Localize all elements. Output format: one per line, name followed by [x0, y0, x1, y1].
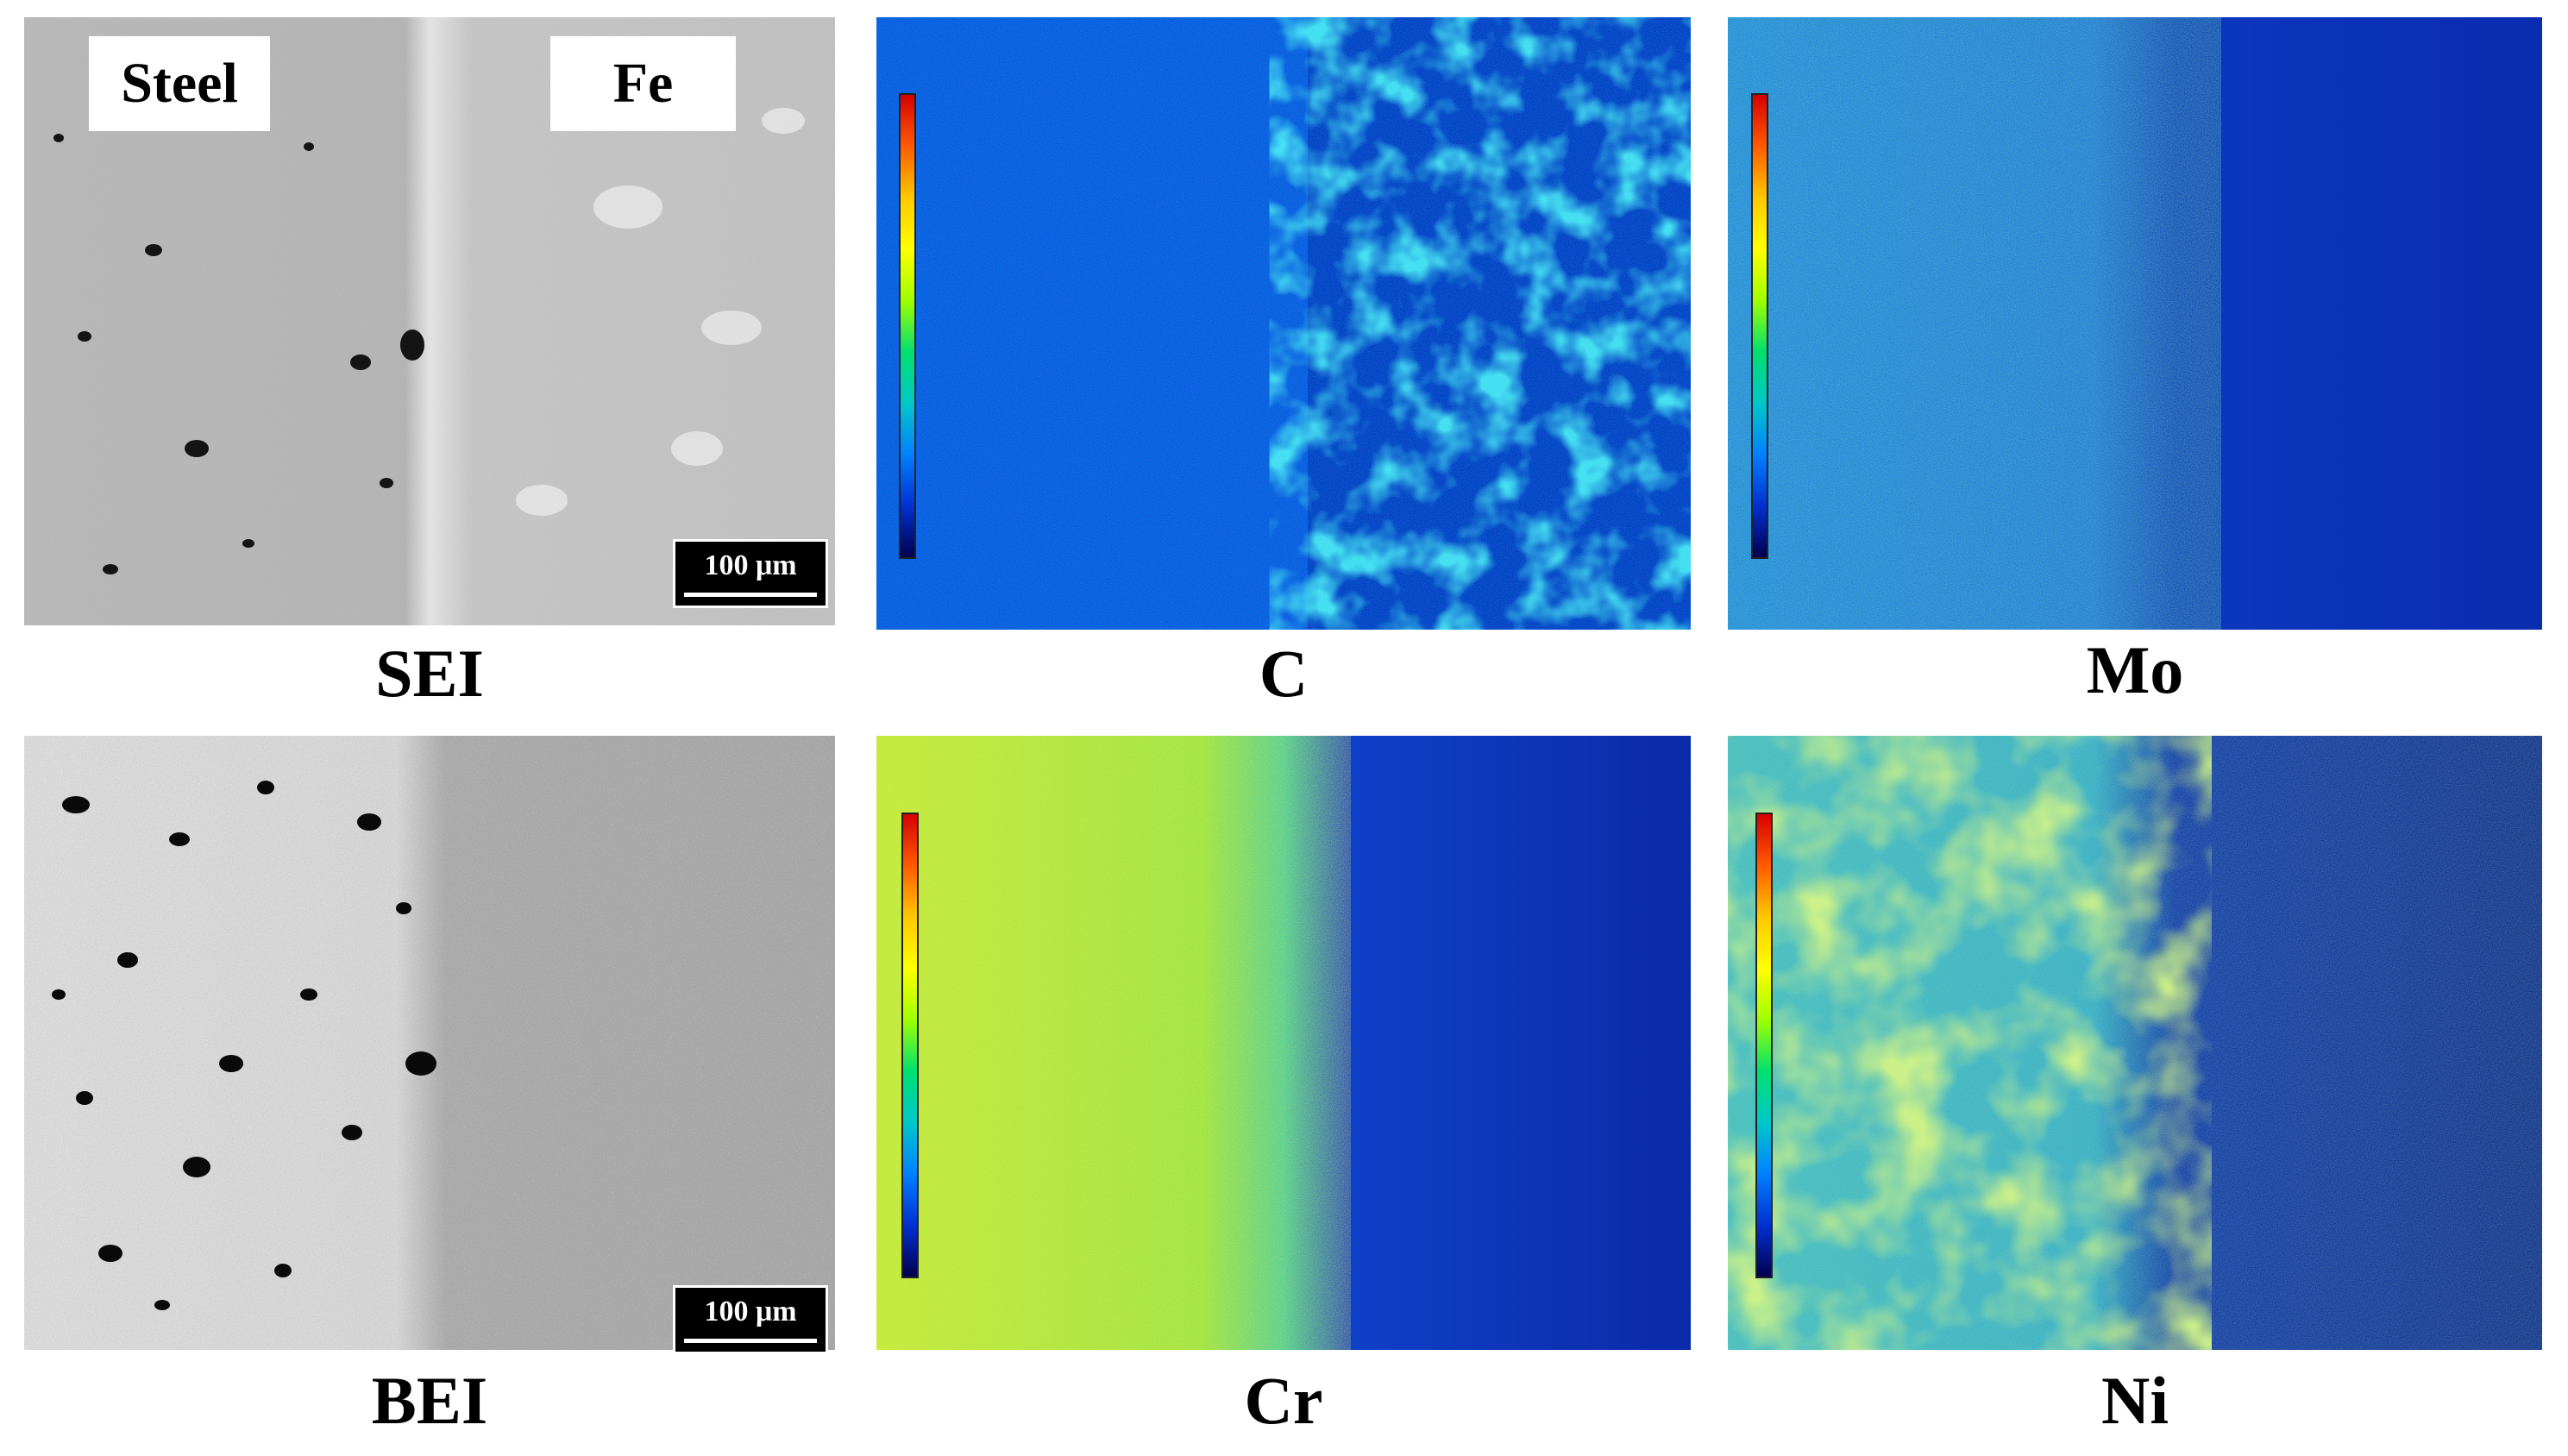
scale-bar-line: [684, 593, 817, 597]
cr-eds-map: [876, 736, 1691, 1350]
ni-eds-map: [1728, 736, 2542, 1350]
scale-bar-top: 100 μm: [673, 539, 828, 608]
mo-colorbar: [1751, 93, 1768, 559]
mo-eds-map: [1728, 17, 2542, 630]
c-eds-map: [876, 17, 1691, 630]
bei-micrograph: [24, 736, 835, 1350]
ni-caption: Ni: [2101, 1363, 2169, 1438]
bei-caption: BEI: [371, 1363, 488, 1438]
ni-colorbar: [1755, 813, 1773, 1278]
sei-caption: SEI: [375, 636, 484, 711]
mo-caption: Mo: [2086, 632, 2184, 707]
scale-bar-label: 100 μm: [704, 1296, 797, 1327]
c-colorbar: [899, 93, 916, 559]
scale-bar-line: [684, 1339, 817, 1343]
steel-region-label: Steel: [89, 36, 270, 131]
fe-region-label: Fe: [550, 36, 736, 131]
cr-caption: Cr: [1244, 1363, 1323, 1438]
c-caption: C: [1259, 636, 1309, 711]
cr-colorbar: [901, 813, 919, 1278]
scale-bar-bottom: 100 μm: [673, 1285, 828, 1354]
scale-bar-label: 100 μm: [704, 549, 797, 581]
